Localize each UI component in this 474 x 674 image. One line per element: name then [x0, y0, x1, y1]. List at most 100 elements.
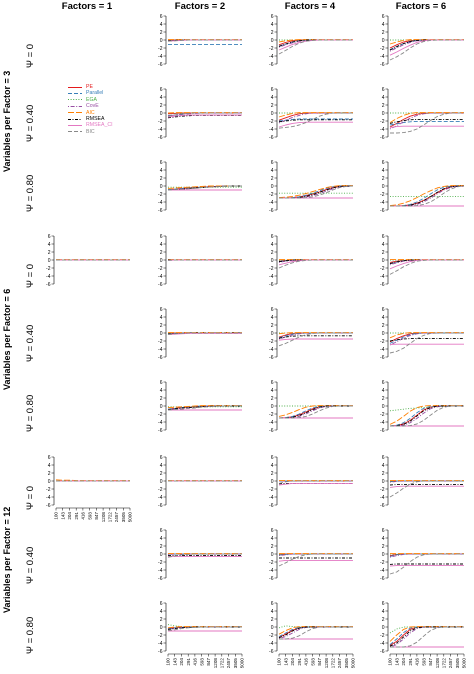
y-tick-label: -4	[380, 200, 385, 206]
x-tick-label: 3505	[233, 658, 238, 669]
y-tick-label: 4	[271, 463, 274, 469]
legend-label: CovE	[86, 103, 99, 110]
series-line-bic	[389, 259, 464, 275]
x-tick-label: 3505	[121, 512, 126, 523]
panel-vpf-3-psi-0-factors-4: 6 4 2 0 -2 -4 -6	[269, 14, 353, 68]
y-tick-label: 6	[271, 87, 274, 93]
x-tick-label: 2457	[226, 658, 231, 669]
y-tick-label: -6	[380, 62, 385, 68]
y-tick-label: -4	[380, 127, 385, 133]
series-line-aic	[389, 332, 464, 339]
panel-vpf-3-psi-1-factors-2: 6 4 2 0 -2 -4 -6	[158, 87, 242, 141]
x-tick-label: 1208	[324, 658, 329, 669]
legend-label: RMSEA	[86, 115, 105, 122]
series-line-bic	[279, 626, 353, 640]
y-tick-label: -4	[269, 54, 274, 60]
y-tick-label: -6	[158, 208, 163, 214]
y-tick-label: 6	[271, 14, 274, 20]
y-tick-label: -2	[269, 339, 274, 345]
legend: PE Parallel EGA CovE AIC RMSEA RMSEA_CI BIC	[68, 84, 113, 135]
panel-vpf-12-psi-1-factors-4: 6 4 2 0 -2 -4 -6	[269, 528, 353, 582]
y-tick-label: 2	[160, 396, 163, 402]
y-tick-label: -2	[380, 46, 385, 52]
y-tick-label: -4	[46, 274, 51, 280]
y-tick-label: 6	[382, 528, 385, 534]
panel-vpf-12-psi-0-factors-6: 6 4 2 0 -2 -4 -6	[380, 455, 464, 509]
legend-label: PE	[86, 84, 93, 90]
y-tick-label: 6	[48, 234, 51, 240]
y-tick-label: -4	[158, 54, 163, 60]
y-tick-label: -6	[380, 355, 385, 361]
series-line-cove	[389, 332, 464, 346]
y-tick-label: -2	[269, 487, 274, 493]
panel-vpf-6-psi-0-factors-6: 6 4 2 0 -2 -4 -6	[380, 234, 464, 288]
x-tick-label: 593	[199, 658, 204, 666]
y-tick-label: 4	[382, 95, 385, 101]
y-tick-label: -2	[269, 560, 274, 566]
x-tick-label: 2457	[114, 512, 119, 523]
y-tick-label: 2	[271, 323, 274, 329]
y-tick-label: -6	[269, 576, 274, 582]
series-line-cove	[278, 626, 353, 640]
series-line-bic	[279, 185, 354, 199]
y-tick-label: 6	[382, 87, 385, 93]
column-header-factors-1: Factors = 1	[61, 1, 113, 12]
y-tick-label: 6	[160, 160, 163, 166]
y-tick-label: -6	[269, 282, 274, 288]
y-tick-label: -2	[46, 266, 51, 272]
series-line-rmsea-ci	[278, 338, 353, 341]
y-tick-label: -6	[380, 428, 385, 434]
y-tick-label: -6	[46, 503, 51, 509]
x-tick-label: 291	[186, 658, 191, 666]
y-tick-label: 2	[382, 250, 385, 256]
y-tick-label: -6	[269, 62, 274, 68]
x-tick-label: 5000	[128, 512, 133, 523]
y-tick-label: 2	[382, 30, 385, 36]
y-tick-label: -2	[158, 412, 163, 418]
panel-vpf-6-psi-0-factors-4: 6 4 2 0 -2 -4 -6	[269, 234, 353, 288]
panel-vpf-3-psi-1-factors-4: 6 4 2 0 -2 -4 -6	[269, 87, 353, 141]
y-tick-label: 0	[382, 404, 385, 410]
x-tick-label: 3505	[344, 658, 349, 669]
y-tick-label: -4	[380, 54, 385, 60]
series-line-parallel	[278, 118, 353, 122]
series-line-rmsea-ci	[278, 482, 353, 486]
y-tick-label: -6	[158, 649, 163, 655]
series-line-ega	[389, 626, 464, 634]
series-line-rmsea	[278, 119, 353, 123]
series-line-aic	[389, 626, 464, 642]
series-line-bic	[167, 405, 242, 411]
x-tick-label: 204	[290, 658, 295, 666]
y-tick-label: 0	[160, 184, 163, 190]
panel-vpf-6-psi-1-factors-6: 6 4 2 0 -2 -4 -6	[380, 307, 464, 361]
y-tick-label: 0	[271, 111, 274, 117]
y-tick-label: 2	[382, 617, 385, 623]
panel-vpf-6-psi-1-factors-2: 6 4 2 0 -2 -4 -6	[158, 307, 242, 361]
y-tick-label: 6	[271, 601, 274, 607]
y-tick-label: -4	[158, 200, 163, 206]
y-tick-label: -2	[380, 487, 385, 493]
y-tick-label: -2	[158, 266, 163, 272]
panel-vpf-3-psi-2-factors-4: 6 4 2 0 -2 -4 -6	[269, 160, 354, 214]
y-tick-label: -2	[380, 266, 385, 272]
series-line-bic	[278, 480, 353, 484]
series-line-bic	[278, 259, 353, 269]
x-tick-label: 2457	[337, 658, 342, 669]
y-tick-label: 6	[271, 528, 274, 534]
x-axis-factors-4: 100 143 204 291 416 593 847 1208 1722 2457 3505 500…	[277, 653, 356, 669]
y-tick-label: 6	[382, 14, 385, 20]
y-tick-label: 2	[271, 617, 274, 623]
panel-vpf-12-psi-2-factors-6: 6 4 2 0 -2 -4 -6	[380, 601, 464, 655]
y-tick-label: -6	[158, 428, 163, 434]
y-tick-label: 2	[160, 176, 163, 182]
y-tick-label: 6	[382, 380, 385, 386]
y-tick-label: -2	[46, 487, 51, 493]
y-tick-label: -2	[380, 339, 385, 345]
y-tick-label: -6	[46, 282, 51, 288]
series-line-cove	[389, 626, 464, 648]
y-tick-label: -2	[269, 46, 274, 52]
x-axis-factors-2: 100 143 204 291 416 593 847 1208 1722 2457 3505 500…	[166, 653, 245, 669]
y-tick-label: -2	[380, 119, 385, 125]
